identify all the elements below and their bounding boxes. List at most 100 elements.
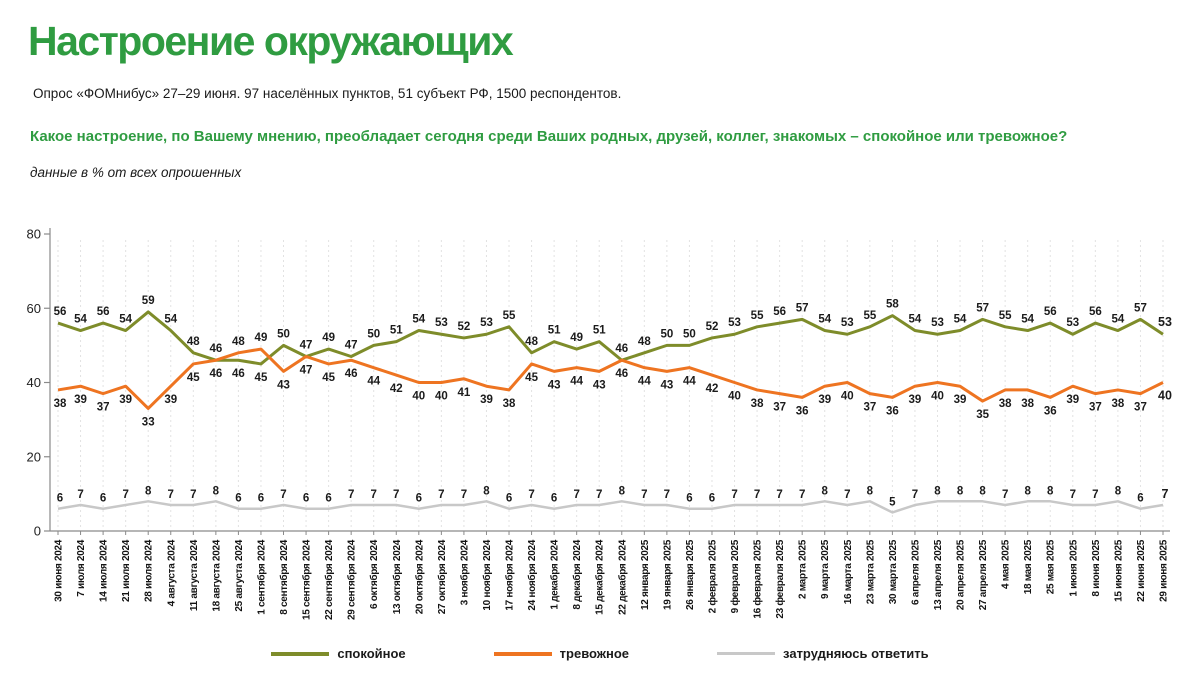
undecided-value-label: 7 — [190, 489, 196, 501]
calm-value-label: 53 — [728, 317, 741, 329]
calm-value-label: 46 — [209, 343, 222, 355]
anxious-value-label: 33 — [142, 416, 155, 428]
x-date-label: 17 ноября 2024 — [504, 539, 516, 610]
x-date-label: 4 мая 2025 — [1001, 539, 1012, 589]
anxious-value-label: 40 — [841, 391, 854, 403]
undecided-value-label: 7 — [371, 489, 377, 501]
x-date-label: 19 января 2025 — [662, 539, 673, 610]
x-date-label: 3 ноября 2024 — [458, 539, 470, 605]
x-date-label: 30 марта 2025 — [888, 539, 899, 604]
x-date-label: 10 ноября 2024 — [481, 539, 493, 610]
undecided-value-label: 7 — [1162, 487, 1169, 501]
undecided-value-label: 6 — [235, 493, 241, 505]
anxious-value-label: 39 — [1066, 394, 1079, 406]
anxious-value-label: 35 — [976, 409, 989, 421]
anxious-value-label: 36 — [886, 405, 899, 417]
undecided-value-label: 7 — [754, 489, 760, 501]
anxious-value-label: 41 — [458, 387, 471, 399]
calm-value-label: 56 — [97, 306, 110, 318]
anxious-value-label: 39 — [909, 394, 922, 406]
x-date-label: 25 мая 2025 — [1046, 539, 1057, 594]
calm-line-swatch — [271, 651, 330, 656]
anxious-value-label: 43 — [277, 379, 290, 391]
calm-value-label: 45 — [255, 372, 268, 384]
undecided-value-label: 8 — [619, 485, 626, 497]
undecided-value-label: 6 — [551, 493, 557, 505]
undecided-value-label: 6 — [303, 493, 309, 505]
calm-value-label: 50 — [660, 328, 673, 340]
anxious-value-label: 39 — [119, 394, 132, 406]
undecided-value-label: 6 — [325, 493, 331, 505]
x-date-label: 28 июля 2024 — [144, 539, 155, 602]
x-date-label: 11 августа 2024 — [189, 539, 200, 611]
undecided-value-label: 7 — [573, 489, 579, 501]
anxious-value-label: 40 — [1158, 389, 1172, 403]
legend-item-calm: спокойное — [271, 646, 406, 661]
x-date-label: 9 февраля 2025 — [729, 539, 741, 613]
calm-value-label: 54 — [164, 314, 177, 326]
undecided-value-label: 7 — [348, 489, 354, 501]
anxious-value-label: 43 — [548, 379, 561, 391]
y-tick-label: 60 — [27, 301, 41, 316]
anxious-value-label: 36 — [796, 405, 809, 417]
anxious-value-label: 43 — [593, 379, 606, 391]
undecided-value-label: 6 — [506, 493, 512, 505]
undecided-value-label: 8 — [1115, 485, 1122, 497]
calm-value-label: 55 — [503, 310, 516, 322]
survey-subtitle: Опрос «ФОМнибус» 27–29 июня. 97 населённ… — [33, 86, 622, 101]
anxious-value-label: 47 — [300, 365, 313, 377]
x-date-label: 25 августа 2024 — [234, 539, 245, 611]
undecided-value-label: 7 — [168, 489, 174, 501]
chart-legend: спокойное тревожное затрудняюсь ответить — [0, 646, 1200, 661]
anxious-value-label: 40 — [931, 391, 944, 403]
undecided-value-label: 8 — [1024, 485, 1031, 497]
anxious-value-label: 38 — [999, 398, 1012, 410]
undecided-value-label: 7 — [393, 489, 399, 501]
anxious-value-label: 38 — [54, 398, 67, 410]
calm-value-label: 57 — [796, 302, 809, 314]
undecided-value-label: 6 — [416, 493, 422, 505]
x-date-label: 22 декабря 2024 — [616, 539, 628, 615]
y-tick-label: 40 — [27, 375, 41, 390]
calm-value-label: 58 — [886, 299, 899, 311]
anxious-value-label: 39 — [818, 394, 831, 406]
undecided-value-label: 7 — [77, 489, 83, 501]
calm-value-label: 51 — [548, 325, 561, 337]
calm-value-label: 51 — [593, 325, 606, 337]
x-date-label: 2 февраля 2025 — [706, 539, 718, 613]
x-date-label: 1 сентября 2024 — [255, 539, 267, 614]
legend-item-undecided: затрудняюсь ответить — [717, 646, 929, 661]
calm-value-label: 57 — [976, 302, 989, 314]
anxious-value-label: 49 — [255, 332, 268, 344]
undecided-value-label: 7 — [122, 489, 128, 501]
undecided-line-swatch — [717, 652, 776, 655]
undecided-value-label: 8 — [867, 485, 874, 497]
anxious-value-label: 48 — [232, 336, 245, 348]
undecided-value-label: 8 — [1047, 485, 1054, 497]
undecided-value-label: 6 — [709, 493, 715, 505]
anxious-value-label: 37 — [1089, 402, 1102, 414]
calm-value-label: 48 — [525, 336, 538, 348]
x-date-label: 2 марта 2025 — [798, 539, 809, 599]
x-date-label: 23 марта 2025 — [865, 539, 876, 604]
undecided-line — [57, 500, 1164, 514]
calm-value-label: 54 — [412, 314, 425, 326]
undecided-value-label: 7 — [776, 489, 782, 501]
undecided-value-label: 7 — [1070, 489, 1076, 501]
anxious-value-label: 39 — [480, 394, 493, 406]
x-date-label: 1 декабря 2024 — [549, 539, 561, 609]
calm-value-label: 50 — [683, 328, 696, 340]
x-date-label: 6 октября 2024 — [368, 539, 380, 609]
y-tick-label: 20 — [27, 449, 41, 464]
calm-value-label: 54 — [74, 314, 87, 326]
anxious-value-label: 46 — [345, 368, 358, 380]
anxious-value-label: 38 — [751, 398, 764, 410]
undecided-value-label: 7 — [641, 489, 647, 501]
calm-value-label: 52 — [458, 321, 471, 333]
calm-value-label: 47 — [300, 340, 313, 352]
undecided-value-label: 6 — [258, 493, 264, 505]
undecided-value-label: 8 — [145, 485, 152, 497]
x-date-label: 9 марта 2025 — [820, 539, 831, 599]
undecided-value-label: 6 — [686, 493, 692, 505]
undecided-value-label: 7 — [1092, 489, 1098, 501]
